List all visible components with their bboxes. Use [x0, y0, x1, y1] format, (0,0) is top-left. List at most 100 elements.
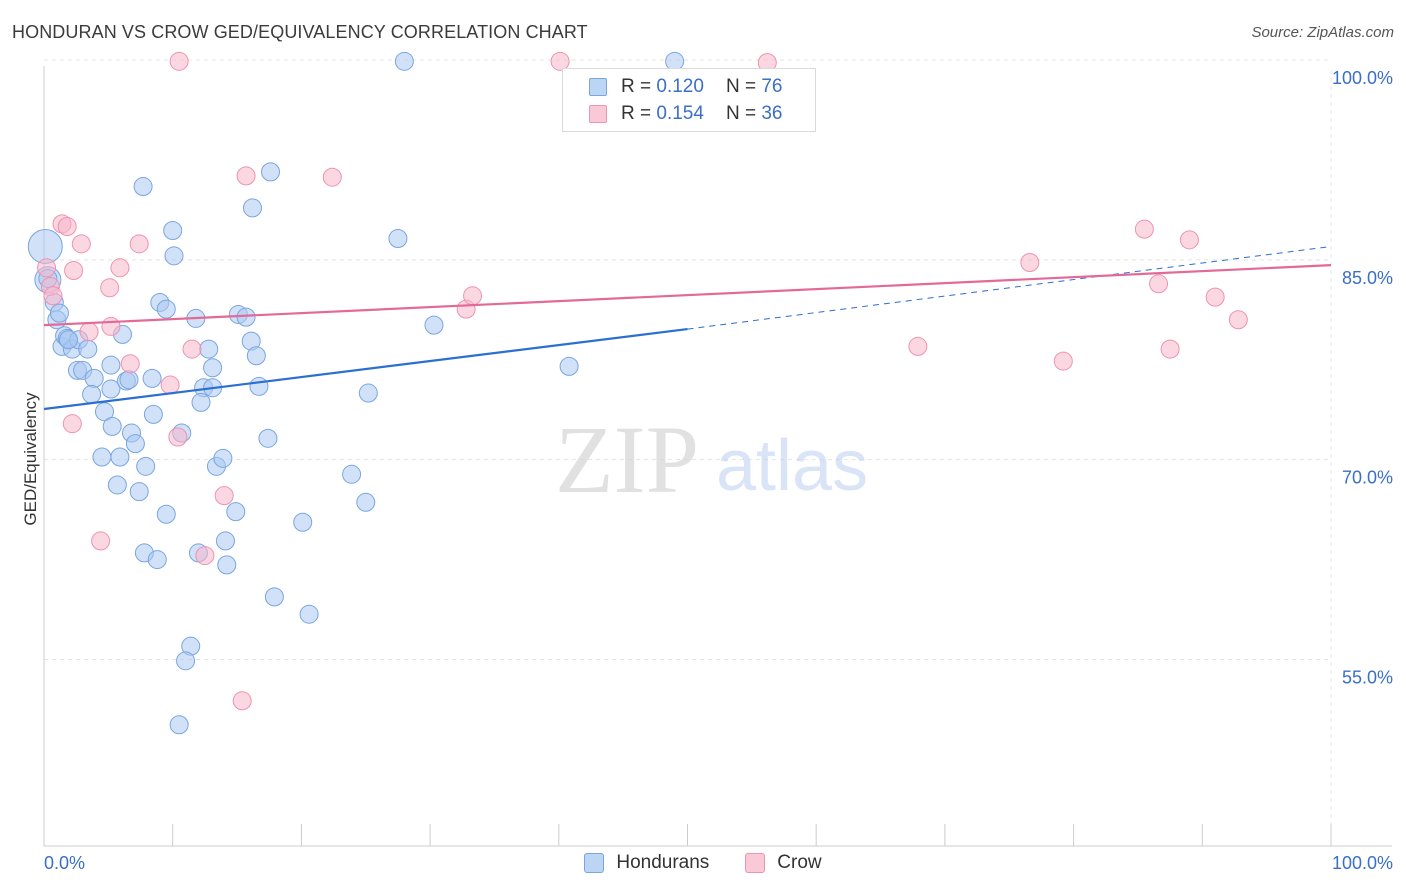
n-label: N = — [725, 103, 757, 124]
data-point — [120, 354, 140, 374]
r-value: 0.120 — [656, 76, 704, 97]
data-point — [110, 258, 130, 278]
axes — [43, 66, 1392, 847]
data-point — [424, 315, 444, 335]
data-point — [908, 336, 928, 356]
data-point — [214, 486, 234, 506]
data-point — [195, 546, 215, 566]
data-point — [71, 234, 91, 254]
data-point — [125, 434, 145, 454]
data-point — [236, 166, 256, 186]
hondurans-points — [27, 51, 685, 735]
data-point — [322, 167, 342, 187]
r-label: R = — [621, 76, 652, 97]
data-point — [57, 217, 77, 237]
data-point — [94, 402, 114, 422]
data-point — [37, 258, 57, 278]
data-point — [49, 303, 69, 323]
data-point — [1205, 287, 1225, 307]
data-point — [1179, 230, 1199, 250]
data-point — [133, 177, 153, 197]
trend-lines — [43, 245, 1332, 411]
y-tick-label: 100.0% — [1332, 68, 1393, 88]
data-point — [101, 355, 121, 375]
data-point — [226, 502, 246, 522]
data-point — [82, 384, 102, 404]
data-point — [156, 299, 176, 319]
data-point — [191, 392, 211, 412]
data-point — [356, 492, 376, 512]
crow-swatch — [745, 853, 766, 873]
data-point — [1160, 339, 1180, 359]
legend-item-hondurans[interactable]: Hondurans — [584, 852, 709, 874]
source-label: Source: ZipAtlas.com — [1251, 24, 1394, 41]
data-point — [84, 368, 104, 388]
watermark-zip: ZIP — [555, 406, 699, 513]
data-point — [242, 198, 262, 218]
y-tick-label: 55.0% — [1342, 667, 1393, 687]
hondurans-swatch — [584, 853, 605, 873]
data-point — [232, 691, 252, 711]
data-point — [1149, 274, 1169, 294]
legend-row-hondurans: R = 0.120 N = 76 — [589, 74, 782, 100]
data-point — [129, 482, 149, 502]
data-point — [92, 447, 112, 467]
data-point — [182, 339, 202, 359]
data-point — [79, 322, 99, 342]
y-tick-label: 70.0% — [1342, 468, 1393, 488]
hondurans-trend-extension — [687, 245, 1332, 330]
gridlines — [44, 59, 1332, 846]
data-point — [156, 504, 176, 524]
data-point — [78, 339, 98, 359]
x-tick-label: 100.0% — [1332, 853, 1393, 873]
data-point — [550, 51, 570, 71]
data-point — [358, 383, 378, 403]
data-point — [102, 416, 122, 436]
data-point — [100, 278, 120, 298]
data-point — [258, 428, 278, 448]
data-point — [169, 51, 189, 71]
data-point — [1053, 351, 1073, 371]
watermark-atlas: atlas — [716, 426, 868, 506]
series-legend: Hondurans Crow — [0, 852, 1406, 874]
data-point — [199, 339, 219, 359]
data-point — [43, 286, 63, 306]
n-value: 36 — [761, 103, 783, 124]
data-point — [236, 307, 256, 327]
axis-labels: 55.0% 70.0% 85.0% 100.0% 0.0% 100.0% GED/Equiv… — [21, 68, 1393, 873]
data-point — [246, 346, 266, 366]
crow-trend-line — [43, 264, 1332, 327]
legend-row-crow: R = 0.154 N = 36 — [589, 101, 782, 127]
data-point — [101, 316, 121, 336]
data-point — [249, 376, 269, 396]
chart-title: HONDURAN VS CROW GED/EQUIVALENCY CORRELA… — [12, 22, 588, 42]
data-point — [129, 234, 149, 254]
data-point — [101, 379, 121, 399]
data-point — [176, 651, 196, 671]
data-point — [143, 404, 163, 424]
data-point — [107, 475, 127, 495]
data-point — [342, 464, 362, 484]
data-point — [388, 229, 408, 249]
data-point — [559, 356, 579, 376]
data-point — [62, 414, 82, 434]
hondurans-swatch — [589, 78, 607, 96]
stats-legend: R = 0.120 N = 76 R = 0.154 N = 36 — [562, 68, 816, 132]
data-point — [1228, 310, 1248, 330]
data-point — [261, 162, 281, 182]
n-value: 76 — [761, 76, 783, 97]
data-point — [394, 51, 414, 71]
data-point — [168, 427, 188, 447]
legend-label-hondurans: Hondurans — [616, 852, 710, 873]
data-point — [264, 587, 284, 607]
data-point — [164, 246, 184, 266]
data-point — [1134, 219, 1154, 239]
crow-swatch — [589, 105, 607, 123]
y-axis-label: GED/Equivalency — [21, 392, 40, 526]
data-point — [27, 228, 63, 264]
data-point — [169, 715, 189, 735]
watermark: ZIP atlas — [555, 406, 868, 513]
data-point — [142, 368, 162, 388]
legend-item-crow[interactable]: Crow — [745, 852, 822, 874]
data-point — [163, 221, 183, 241]
